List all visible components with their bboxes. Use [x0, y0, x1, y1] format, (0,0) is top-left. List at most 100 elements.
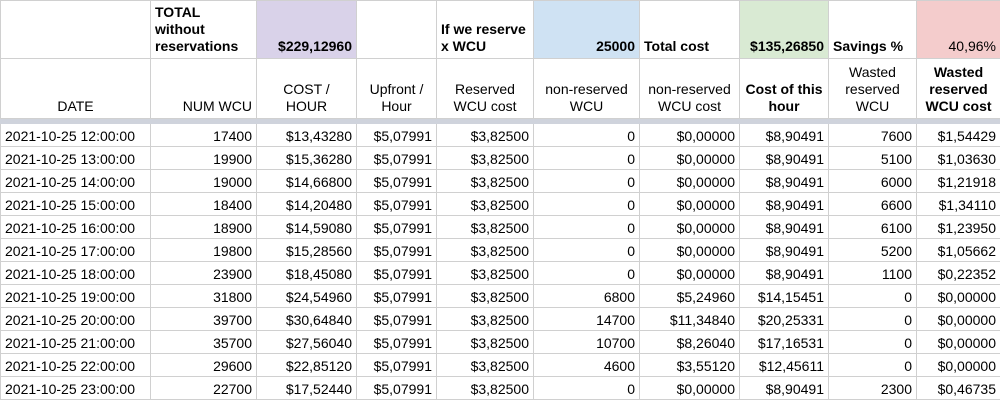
summary-empty-cell[interactable]: [0, 0, 151, 59]
total-cost-value[interactable]: $135,26850: [739, 0, 829, 59]
cell-upfront-per-hour[interactable]: $5,07991: [356, 284, 437, 308]
cell-non-reserved-wcu-cost[interactable]: $5,24960: [639, 284, 740, 308]
cell-non-reserved-wcu[interactable]: 0: [533, 123, 640, 147]
cell-reserved-wcu-cost[interactable]: $3,82500: [436, 284, 534, 308]
cell-upfront-per-hour[interactable]: $5,07991: [356, 169, 437, 193]
cell-wasted-reserved-wcu[interactable]: 6600: [828, 192, 917, 216]
cell-cost-per-hour[interactable]: $15,28560: [256, 238, 357, 262]
cell-num-wcu[interactable]: 35700: [150, 330, 257, 354]
cell-num-wcu[interactable]: 19000: [150, 169, 257, 193]
cell-non-reserved-wcu[interactable]: 0: [533, 261, 640, 285]
column-header-wasted-reserved-wcu[interactable]: Wasted reserved WCU: [828, 58, 917, 119]
cell-wasted-reserved-wcu-cost[interactable]: $0,00000: [916, 284, 1000, 308]
total-without-reservations-value[interactable]: $229,12960: [256, 0, 357, 59]
cell-date[interactable]: 2021-10-25 21:00:00: [0, 330, 151, 354]
cell-cost-of-this-hour[interactable]: $8,90491: [739, 238, 829, 262]
cell-reserved-wcu-cost[interactable]: $3,82500: [436, 307, 534, 331]
cell-wasted-reserved-wcu[interactable]: 6000: [828, 169, 917, 193]
cell-non-reserved-wcu-cost[interactable]: $0,00000: [639, 169, 740, 193]
cell-non-reserved-wcu-cost[interactable]: $0,00000: [639, 192, 740, 216]
cell-upfront-per-hour[interactable]: $5,07991: [356, 353, 437, 377]
cell-non-reserved-wcu[interactable]: 0: [533, 215, 640, 239]
column-header-cost-of-this-hour[interactable]: Cost of this hour: [739, 58, 829, 119]
cell-cost-per-hour[interactable]: $14,66800: [256, 169, 357, 193]
cell-non-reserved-wcu[interactable]: 4600: [533, 353, 640, 377]
column-header-cost-per-hour[interactable]: COST / HOUR: [256, 58, 357, 119]
cell-non-reserved-wcu-cost[interactable]: $0,00000: [639, 376, 740, 400]
cell-wasted-reserved-wcu-cost[interactable]: $0,46735: [916, 376, 1000, 400]
cell-reserved-wcu-cost[interactable]: $3,82500: [436, 123, 534, 147]
cell-wasted-reserved-wcu-cost[interactable]: $1,54429: [916, 123, 1000, 147]
cell-reserved-wcu-cost[interactable]: $3,82500: [436, 238, 534, 262]
cell-wasted-reserved-wcu-cost[interactable]: $1,03630: [916, 146, 1000, 170]
cell-date[interactable]: 2021-10-25 15:00:00: [0, 192, 151, 216]
savings-label[interactable]: Savings %: [828, 0, 917, 59]
cell-wasted-reserved-wcu[interactable]: 5100: [828, 146, 917, 170]
cell-non-reserved-wcu-cost[interactable]: $8,26040: [639, 330, 740, 354]
cell-num-wcu[interactable]: 39700: [150, 307, 257, 331]
cell-num-wcu[interactable]: 19800: [150, 238, 257, 262]
summary-empty-cell[interactable]: [356, 0, 437, 59]
cell-num-wcu[interactable]: 23900: [150, 261, 257, 285]
cell-cost-per-hour[interactable]: $24,54960: [256, 284, 357, 308]
cell-non-reserved-wcu-cost[interactable]: $0,00000: [639, 123, 740, 147]
cell-non-reserved-wcu[interactable]: 10700: [533, 330, 640, 354]
cell-non-reserved-wcu[interactable]: 0: [533, 192, 640, 216]
cell-date[interactable]: 2021-10-25 12:00:00: [0, 123, 151, 147]
cell-reserved-wcu-cost[interactable]: $3,82500: [436, 261, 534, 285]
cell-reserved-wcu-cost[interactable]: $3,82500: [436, 215, 534, 239]
cell-reserved-wcu-cost[interactable]: $3,82500: [436, 353, 534, 377]
cell-non-reserved-wcu-cost[interactable]: $0,00000: [639, 238, 740, 262]
cell-cost-per-hour[interactable]: $22,85120: [256, 353, 357, 377]
cell-cost-per-hour[interactable]: $30,64840: [256, 307, 357, 331]
cell-wasted-reserved-wcu-cost[interactable]: $0,00000: [916, 353, 1000, 377]
column-header-upfront-per-hour[interactable]: Upfront / Hour: [356, 58, 437, 119]
cell-wasted-reserved-wcu[interactable]: 2300: [828, 376, 917, 400]
total-cost-label[interactable]: Total cost: [639, 0, 740, 59]
cell-num-wcu[interactable]: 17400: [150, 123, 257, 147]
cell-num-wcu[interactable]: 18400: [150, 192, 257, 216]
cell-cost-per-hour[interactable]: $14,20480: [256, 192, 357, 216]
cell-wasted-reserved-wcu-cost[interactable]: $0,00000: [916, 307, 1000, 331]
cell-date[interactable]: 2021-10-25 22:00:00: [0, 353, 151, 377]
cell-wasted-reserved-wcu-cost[interactable]: $0,00000: [916, 330, 1000, 354]
cell-wasted-reserved-wcu[interactable]: 1100: [828, 261, 917, 285]
cell-reserved-wcu-cost[interactable]: $3,82500: [436, 192, 534, 216]
cell-date[interactable]: 2021-10-25 19:00:00: [0, 284, 151, 308]
cell-cost-of-this-hour[interactable]: $8,90491: [739, 376, 829, 400]
cell-num-wcu[interactable]: 18900: [150, 215, 257, 239]
cell-cost-of-this-hour[interactable]: $8,90491: [739, 169, 829, 193]
cell-cost-of-this-hour[interactable]: $20,25331: [739, 307, 829, 331]
column-header-non-reserved-wcu[interactable]: non-reserved WCU: [533, 58, 640, 119]
cell-reserved-wcu-cost[interactable]: $3,82500: [436, 169, 534, 193]
cell-cost-of-this-hour[interactable]: $17,16531: [739, 330, 829, 354]
cell-upfront-per-hour[interactable]: $5,07991: [356, 261, 437, 285]
total-without-reservations-label[interactable]: TOTAL without reservations: [150, 0, 257, 59]
cell-cost-per-hour[interactable]: $13,43280: [256, 123, 357, 147]
cell-cost-of-this-hour[interactable]: $8,90491: [739, 215, 829, 239]
reserve-wcu-label[interactable]: If we reserve x WCU: [436, 0, 534, 59]
cell-non-reserved-wcu-cost[interactable]: $0,00000: [639, 261, 740, 285]
column-header-date[interactable]: DATE: [0, 58, 151, 119]
cell-cost-of-this-hour[interactable]: $12,45611: [739, 353, 829, 377]
cell-upfront-per-hour[interactable]: $5,07991: [356, 376, 437, 400]
cell-non-reserved-wcu[interactable]: 6800: [533, 284, 640, 308]
reserve-wcu-value[interactable]: 25000: [533, 0, 640, 59]
cell-wasted-reserved-wcu-cost[interactable]: $1,23950: [916, 215, 1000, 239]
cell-wasted-reserved-wcu[interactable]: 6100: [828, 215, 917, 239]
cell-upfront-per-hour[interactable]: $5,07991: [356, 215, 437, 239]
cell-wasted-reserved-wcu-cost[interactable]: $0,22352: [916, 261, 1000, 285]
savings-value[interactable]: 40,96%: [916, 0, 1000, 59]
cell-num-wcu[interactable]: 19900: [150, 146, 257, 170]
cell-wasted-reserved-wcu[interactable]: 5200: [828, 238, 917, 262]
cell-cost-per-hour[interactable]: $15,36280: [256, 146, 357, 170]
cell-date[interactable]: 2021-10-25 20:00:00: [0, 307, 151, 331]
cell-cost-per-hour[interactable]: $14,59080: [256, 215, 357, 239]
cell-cost-of-this-hour[interactable]: $8,90491: [739, 192, 829, 216]
cell-wasted-reserved-wcu[interactable]: 0: [828, 307, 917, 331]
cell-non-reserved-wcu[interactable]: 14700: [533, 307, 640, 331]
cell-date[interactable]: 2021-10-25 17:00:00: [0, 238, 151, 262]
cell-cost-of-this-hour[interactable]: $14,15451: [739, 284, 829, 308]
cell-wasted-reserved-wcu-cost[interactable]: $1,34110: [916, 192, 1000, 216]
cell-wasted-reserved-wcu-cost[interactable]: $1,21918: [916, 169, 1000, 193]
